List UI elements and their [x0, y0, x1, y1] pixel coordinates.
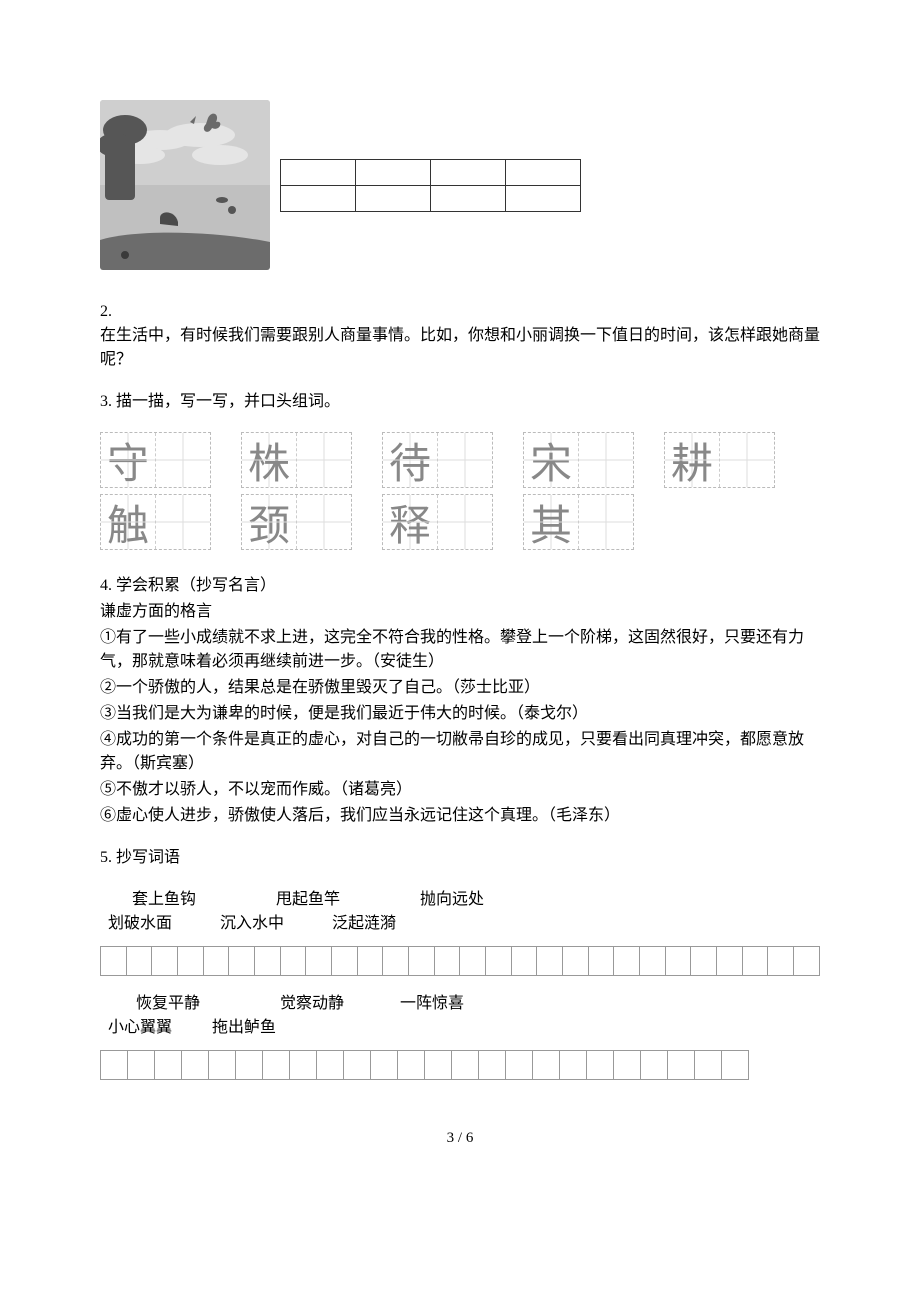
writing-cell [235, 1050, 263, 1080]
writing-cell [793, 946, 820, 976]
char-cell: 颈 [242, 495, 296, 549]
writing-cell [613, 1050, 641, 1080]
word-line: 套上鱼钩 甩起鱼竿 抛向远处 [100, 888, 820, 912]
writing-cell [343, 1050, 371, 1080]
writing-cell [203, 946, 230, 976]
writing-cell [690, 946, 717, 976]
question-4-subheading: 谦虚方面的格言 [100, 600, 820, 624]
writing-cell [357, 946, 384, 976]
writing-cell [640, 1050, 668, 1080]
word-line: 划破水面 沉入水中 泛起涟漪 [100, 912, 820, 936]
word-line: 恢复平静 觉察动静 一阵惊喜 [100, 992, 820, 1016]
empty-answer-grid [280, 159, 581, 212]
writing-cell [151, 946, 178, 976]
landscape-illustration [100, 100, 270, 270]
char-box: 其 [523, 494, 634, 550]
char-row-1: 守 株 待 宋 耕 [100, 432, 820, 488]
char-cell: 耕 [665, 433, 719, 487]
word-group-2: 恢复平静 觉察动静 一阵惊喜 小心翼翼 拖出鲈鱼 [100, 992, 820, 1040]
writing-cell [665, 946, 692, 976]
char-box: 待 [382, 432, 493, 488]
writing-cell [262, 1050, 290, 1080]
writing-cell [434, 946, 461, 976]
char-cell: 触 [101, 495, 155, 549]
writing-cell [536, 946, 563, 976]
writing-cell [586, 1050, 614, 1080]
writing-cell [562, 946, 589, 976]
q4-item-3: ③当我们是大为谦卑的时候，便是我们最近于伟大的时候。（泰戈尔） [100, 702, 820, 726]
writing-cell [559, 1050, 587, 1080]
char-box: 宋 [523, 432, 634, 488]
writing-cell [228, 946, 255, 976]
char-cell: 株 [242, 433, 296, 487]
q4-item-2: ②一个骄傲的人，结果总是在骄傲里毁灭了自己。（莎士比亚） [100, 676, 820, 700]
question-3-heading: 3. 描一描，写一写，并口头组词。 [100, 390, 820, 414]
question-5-heading: 5. 抄写词语 [100, 846, 820, 870]
illustration-with-grid [100, 100, 820, 270]
writing-cell [316, 1050, 344, 1080]
writing-cell [485, 946, 512, 976]
writing-cells-row-1 [100, 946, 820, 976]
page-footer: 3 / 6 [100, 1130, 820, 1147]
writing-cell [532, 1050, 560, 1080]
writing-cell [397, 1050, 425, 1080]
writing-cell [208, 1050, 236, 1080]
char-box: 颈 [241, 494, 352, 550]
char-box: 触 [100, 494, 211, 550]
writing-cell [100, 1050, 128, 1080]
writing-cell [424, 1050, 452, 1080]
writing-cell [370, 1050, 398, 1080]
char-row-2: 触 颈 释 其 [100, 494, 820, 550]
writing-cell [181, 1050, 209, 1080]
word-group-1: 套上鱼钩 甩起鱼竿 抛向远处 划破水面 沉入水中 泛起涟漪 [100, 888, 820, 936]
char-box: 株 [241, 432, 352, 488]
writing-cell [767, 946, 794, 976]
char-cell: 释 [383, 495, 437, 549]
writing-cell [459, 946, 486, 976]
writing-cell [721, 1050, 749, 1080]
writing-cell [451, 1050, 479, 1080]
q4-item-6: ⑥虚心使人进步，骄傲使人落后，我们应当永远记住这个真理。（毛泽东） [100, 804, 820, 828]
writing-cell [667, 1050, 695, 1080]
writing-cell [126, 946, 153, 976]
q4-item-4: ④成功的第一个条件是真正的虚心，对自己的一切敝帚自珍的成见，只要看出同真理冲突，… [100, 728, 820, 776]
char-cell: 待 [383, 433, 437, 487]
writing-cell [100, 946, 127, 976]
q4-item-1: ①有了一些小成绩就不求上进，这完全不符合我的性格。攀登上一个阶梯，这固然很好，只… [100, 626, 820, 674]
writing-cell [505, 1050, 533, 1080]
writing-cell [478, 1050, 506, 1080]
writing-cell [382, 946, 409, 976]
question-2: 2. 在生活中，有时候我们需要跟别人商量事情。比如，你想和小丽调换一下值日的时间… [100, 300, 820, 372]
char-box: 守 [100, 432, 211, 488]
writing-cell [694, 1050, 722, 1080]
writing-cell [511, 946, 538, 976]
char-cell: 其 [524, 495, 578, 549]
writing-cell [716, 946, 743, 976]
writing-cell [254, 946, 281, 976]
writing-cell [742, 946, 769, 976]
writing-cell [154, 1050, 182, 1080]
writing-cell [177, 946, 204, 976]
char-cell: 宋 [524, 433, 578, 487]
writing-cell [588, 946, 615, 976]
writing-cell [639, 946, 666, 976]
char-cell: 守 [101, 433, 155, 487]
writing-cell [289, 1050, 317, 1080]
writing-cells-row-2 [100, 1050, 820, 1080]
writing-cell [305, 946, 332, 976]
writing-cell [280, 946, 307, 976]
q2-text: 在生活中，有时候我们需要跟别人商量事情。比如，你想和小丽调换一下值日的时间，该怎… [100, 327, 820, 368]
q2-number: 2. [100, 303, 112, 320]
char-box: 耕 [664, 432, 775, 488]
writing-cell [613, 946, 640, 976]
char-box: 释 [382, 494, 493, 550]
q4-item-5: ⑤不傲才以骄人，不以宠而作威。（诸葛亮） [100, 778, 820, 802]
word-line: 小心翼翼 拖出鲈鱼 [100, 1016, 820, 1040]
writing-cell [331, 946, 358, 976]
question-4-heading: 4. 学会积累（抄写名言） [100, 574, 820, 598]
writing-cell [127, 1050, 155, 1080]
writing-cell [408, 946, 435, 976]
